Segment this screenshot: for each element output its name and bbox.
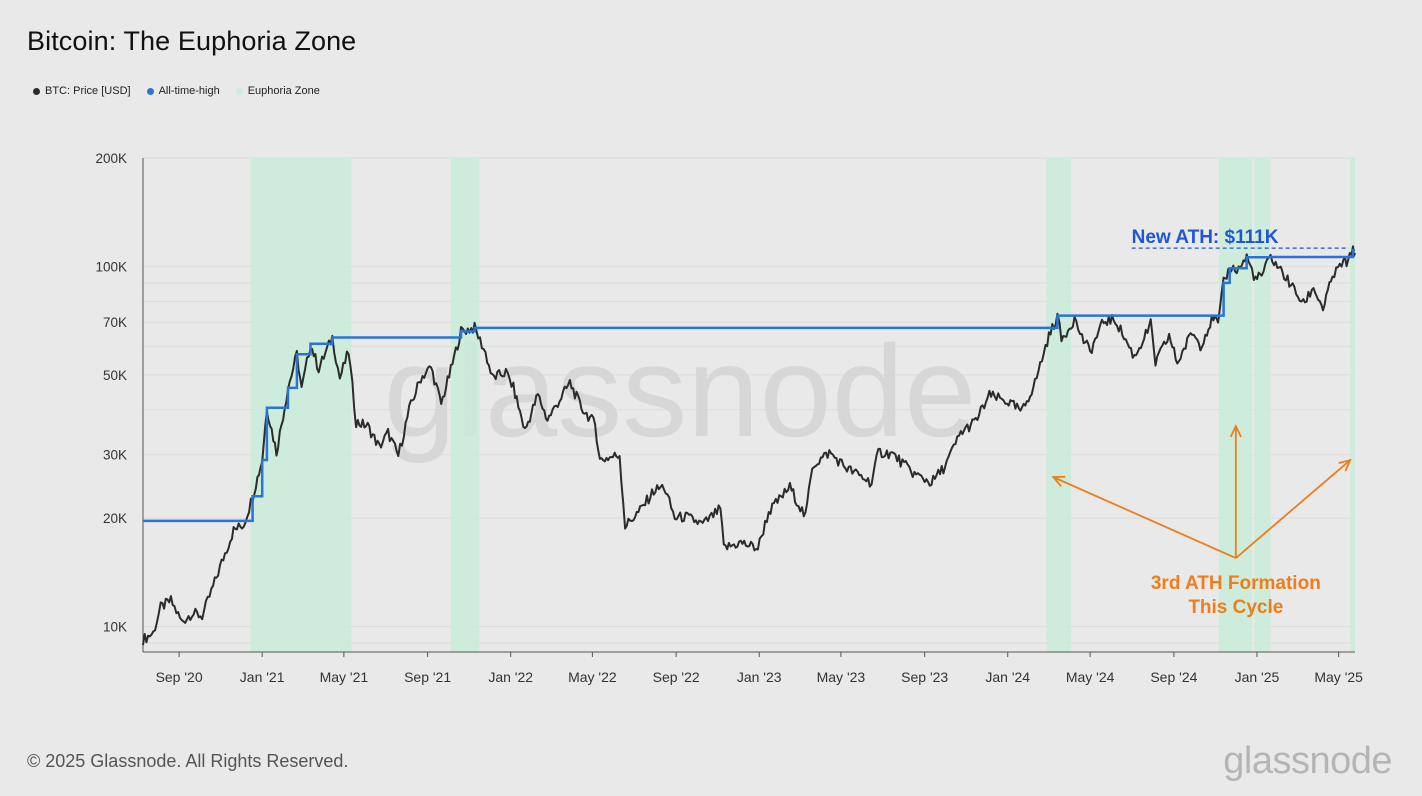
x-tick-label: Sep '20 [156, 669, 203, 685]
y-tick-label: 50K [103, 368, 127, 383]
orange-arrowhead-icon [1338, 458, 1352, 472]
y-tick-label: 20K [103, 511, 127, 526]
legend-label-ath: All-time-high [158, 85, 220, 97]
x-tick-label: May '22 [568, 669, 617, 685]
watermark: glassnode [384, 318, 977, 464]
x-tick-label: Sep '21 [404, 669, 451, 685]
y-tick-label: 10K [103, 620, 127, 635]
y-tick-label: 70K [103, 315, 127, 330]
x-tick-label: May '21 [320, 669, 369, 685]
orange-arrowhead-icon [1051, 475, 1066, 487]
legend-label-price: BTC: Price [USD] [45, 85, 131, 97]
x-tick-label: Sep '22 [653, 669, 700, 685]
x-tick-label: May '25 [1314, 669, 1363, 685]
euphoria-zone [250, 158, 352, 652]
orange-arrow-line [1235, 459, 1351, 559]
legend-item-ath[interactable]: All-time-high [146, 85, 220, 97]
ath-annotation: New ATH: $111K [1132, 227, 1279, 248]
price-series-line [142, 245, 1356, 646]
series [142, 245, 1356, 646]
legend-item-price[interactable]: BTC: Price [USD] [33, 85, 131, 97]
x-tick-label: Jan '22 [488, 669, 533, 685]
orange-arrow-line [1052, 476, 1237, 559]
y-tick-label: 100K [95, 259, 127, 274]
orange-arrowhead-icon [1229, 424, 1242, 438]
legend: BTC: Price [USD] All-time-high Euphoria … [33, 85, 320, 97]
euphoria-zone [1350, 158, 1355, 652]
chart-title: Bitcoin: The Euphoria Zone [27, 26, 357, 56]
euphoria-zone [1218, 158, 1253, 652]
y-tick-label: 30K [103, 448, 127, 463]
legend-dot-ath-icon [146, 87, 154, 95]
euphoria-zone [1046, 158, 1072, 652]
ath-series-line [143, 248, 1355, 523]
x-tick-label: May '23 [817, 669, 866, 685]
legend-dot-euphoria-icon [235, 87, 243, 95]
x-tick-label: May '24 [1066, 669, 1115, 685]
euphoria-zones [250, 158, 1355, 652]
x-tick-label: Sep '24 [1150, 669, 1197, 685]
glassnode-logo[interactable]: glassnode [1223, 740, 1392, 782]
x-tick-label: Jan '25 [1235, 669, 1280, 685]
formation-annotation-line1: 3rd ATH Formation [1151, 573, 1321, 594]
x-tick-label: Jan '21 [240, 669, 285, 685]
x-tick-label: Sep '23 [901, 669, 948, 685]
legend-dot-price-icon [33, 87, 40, 95]
legend-item-euphoria[interactable]: Euphoria Zone [235, 85, 320, 97]
axes: 10K 20K 30K 50K 70K 100K 200K Sep '20 Jan '21 May… [95, 151, 1363, 685]
x-tick-label: Jan '24 [985, 669, 1030, 685]
copyright-text: © 2025 Glassnode. All Rights Reserved. [27, 751, 349, 771]
legend-label-euphoria: Euphoria Zone [247, 85, 320, 97]
euphoria-zone [450, 158, 480, 652]
y-tick-label: 200K [95, 151, 127, 166]
euphoria-zone [1254, 158, 1271, 652]
annotations: New ATH: $111K 3rd ATH Formation This Cycl… [1051, 227, 1352, 618]
formation-annotation-line2: This Cycle [1188, 597, 1283, 618]
x-tick-label: Jan '23 [737, 669, 782, 685]
